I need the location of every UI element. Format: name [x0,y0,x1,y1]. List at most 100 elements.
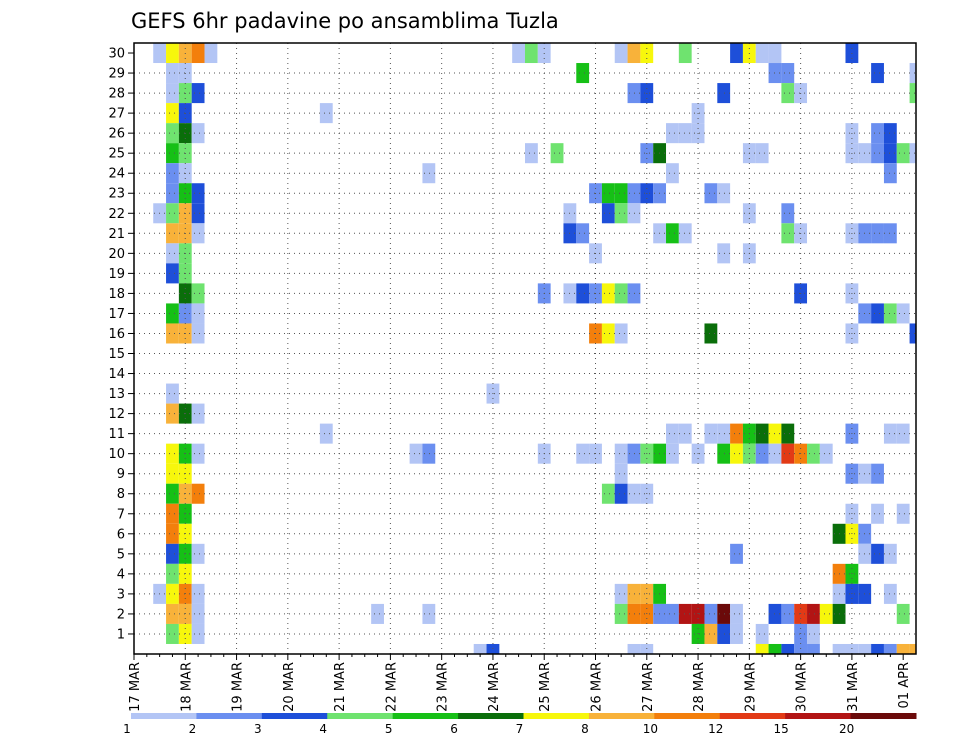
heatmap-cell [755,623,769,644]
colorbar-label: 8 [581,722,589,736]
heatmap-cell [909,643,916,654]
plot-frame [133,42,917,655]
heatmap-cell [755,43,769,64]
heatmap-cell [666,423,679,444]
colorbar-label: 5 [385,722,393,736]
y-tick-label: 4 [117,567,125,582]
y-tick-label: 25 [108,147,125,162]
colorbar-label: 12 [708,722,723,736]
heatmap-cell [525,43,538,64]
heatmap-cell [191,183,205,204]
heatmap-cell [166,43,179,64]
heatmap-cell [883,543,897,564]
heatmap-cell [883,303,897,324]
heatmap-cell [614,463,628,484]
y-tick-label: 2 [117,607,125,622]
y-tick-label: 13 [108,387,125,402]
heatmap-cell [883,583,897,604]
heatmap-cell [473,643,487,654]
heatmap-cell [896,643,910,654]
heatmap-cell [871,63,884,84]
heatmap-cell [871,463,884,484]
heatmap-cell [730,43,743,64]
heatmap-cell [166,603,179,624]
heatmap-cell [627,203,641,224]
heatmap-cell [166,243,179,264]
heatmap-cell [204,43,218,64]
heatmap-cell [717,423,731,444]
heatmap-cell [768,43,782,64]
heatmap-cell [717,183,731,204]
heatmap-cell [807,443,820,464]
heatmap-cell [576,63,590,84]
heatmap-cell [871,143,884,164]
colorbar-swatch [588,713,655,719]
y-tick-label: 15 [108,347,125,362]
heatmap-cell [781,423,795,444]
heatmap-cell [614,203,628,224]
heatmap-cell [871,223,884,244]
colorbar-swatch [261,713,328,719]
x-tick-label: 23 MAR [436,662,451,712]
heatmap-cell [166,83,179,104]
heatmap-cell [807,603,820,624]
heatmap-cell [166,583,179,604]
heatmap-cell [896,503,910,524]
heatmap-cell [166,403,179,424]
heatmap-cell [166,543,179,564]
heatmap-cell [871,123,884,144]
heatmap-cell [576,283,590,304]
heatmap-cell [704,423,718,444]
y-tick-label: 21 [108,227,125,242]
heatmap-cell [896,603,910,624]
heatmap-cell [909,83,916,104]
heatmap-cell [781,443,795,464]
heatmap-cell [319,423,333,444]
y-axis-ticks: 1234567891011121314151617181920212223242… [108,47,134,642]
x-tick-label: 21 MAR [333,662,348,712]
y-tick-label: 12 [108,407,125,422]
colorbar-label: 15 [774,722,789,736]
y-tick-label: 18 [108,287,125,302]
heatmap-cell [666,163,679,184]
heatmap-cell [319,103,333,124]
heatmap-cell [627,443,641,464]
heatmap-cell [166,303,179,324]
heatmap-cell [627,583,641,604]
y-tick-label: 1 [117,627,125,642]
heatmap-cell [871,303,884,324]
heatmap-cell [191,403,205,424]
heatmap-cell [883,423,897,444]
colorbar-swatch [196,713,263,719]
heatmap-cell [191,543,205,564]
heatmap-cell [422,443,436,464]
heatmap-cell [166,443,179,464]
heatmap-cell [191,43,205,64]
heatmap-cell [191,483,205,504]
colorbar-label: 3 [254,722,262,736]
heatmap-cell [781,63,795,84]
heatmap-cell [730,623,743,644]
heatmap-cell [730,603,743,624]
heatmap-cell [166,623,179,644]
heatmap-cell [704,183,718,204]
heatmap-cell [896,143,910,164]
heatmap-cell [614,43,628,64]
heatmap-cell [614,183,628,204]
heatmap-cell [781,603,795,624]
heatmap-cell [166,503,179,524]
heatmap-cell [166,483,179,504]
heatmap-cell [601,203,615,224]
heatmap-cell [717,603,731,624]
heatmap-cell [166,323,179,344]
heatmap-cell [678,223,692,244]
heatmap-cell [755,423,769,444]
x-tick-label: 28 MAR [692,662,707,712]
colorbar-swatch [327,713,394,719]
heatmap-cell [614,483,628,504]
y-tick-label: 10 [108,447,125,462]
heatmap-cell [614,283,628,304]
heatmap-cell [678,603,692,624]
y-tick-label: 23 [108,187,125,202]
heatmap-cell [614,443,628,464]
